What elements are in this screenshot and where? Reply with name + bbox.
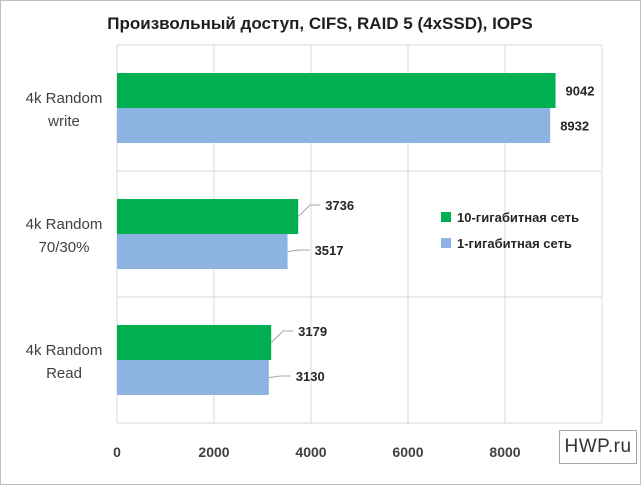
data-labels: 9042 8932 3736 3517 3179 3130 bbox=[268, 84, 595, 384]
x-axis-ticks: 0 2000 4000 6000 8000 bbox=[113, 444, 521, 460]
label-leader bbox=[297, 204, 321, 217]
x-tick-label: 2000 bbox=[198, 444, 229, 460]
x-tick-label: 4000 bbox=[295, 444, 326, 460]
bar bbox=[117, 199, 299, 234]
x-tick-label: 8000 bbox=[489, 444, 520, 460]
bars bbox=[117, 73, 556, 395]
bar bbox=[117, 108, 551, 143]
bar bbox=[117, 360, 269, 395]
legend-swatch bbox=[441, 238, 451, 248]
category-labels: 4k Random write 4k Random 70/30% 4k Random Re… bbox=[26, 90, 103, 382]
data-label: 3736 bbox=[325, 198, 354, 213]
label-leader bbox=[270, 330, 294, 343]
data-label: 8932 bbox=[560, 119, 589, 134]
legend-swatch bbox=[441, 212, 451, 222]
legend: 10-гигабитная сеть 1-гигабитная сеть bbox=[441, 210, 579, 251]
category-label: 4k Random 70/30% bbox=[26, 216, 103, 256]
bar bbox=[117, 325, 272, 360]
chart-title: Произвольный доступ, CIFS, RAID 5 (4xSSD… bbox=[107, 14, 533, 33]
category-label: 4k Random Read bbox=[26, 342, 103, 382]
bar bbox=[117, 234, 288, 269]
bar bbox=[117, 73, 556, 108]
data-label: 3179 bbox=[298, 324, 327, 339]
label-leader bbox=[268, 375, 291, 378]
watermark-logo: HWP.ru bbox=[559, 430, 637, 464]
x-tick-label: 0 bbox=[113, 444, 121, 460]
legend-label: 1-гигабитная сеть bbox=[457, 236, 572, 251]
label-leader bbox=[287, 249, 310, 252]
data-label: 3517 bbox=[315, 243, 344, 258]
category-label: 4k Random write bbox=[26, 90, 103, 130]
legend-label: 10-гигабитная сеть bbox=[457, 210, 579, 225]
data-label: 9042 bbox=[566, 84, 595, 99]
x-tick-label: 6000 bbox=[392, 444, 423, 460]
data-label: 3130 bbox=[296, 369, 325, 384]
